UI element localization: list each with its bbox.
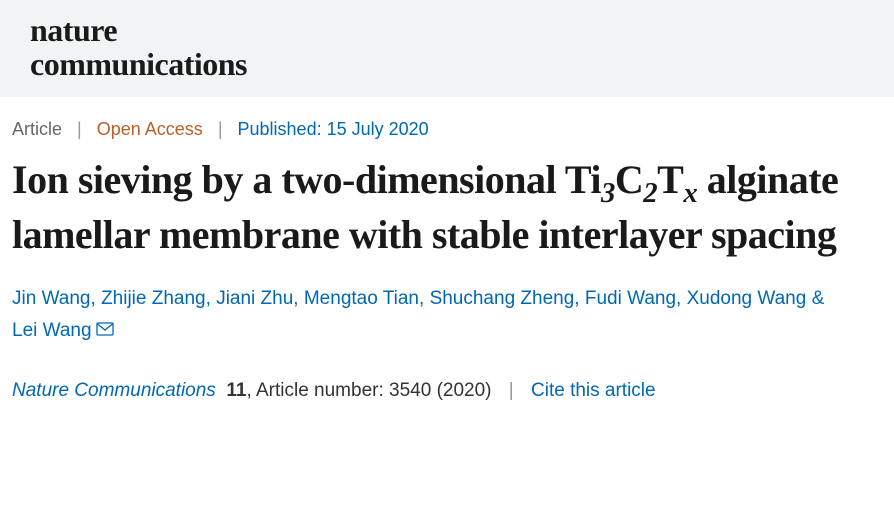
published-date: Published: 15 July 2020 bbox=[238, 119, 429, 139]
citation-volume: 11 bbox=[226, 380, 246, 401]
citation-article-label: , Article number: bbox=[246, 380, 389, 401]
article-type: Article bbox=[12, 119, 62, 139]
article-meta: Article | Open Access | Published: 15 Ju… bbox=[0, 97, 894, 148]
mail-icon[interactable] bbox=[96, 315, 114, 347]
author-link[interactable]: Xudong Wang bbox=[687, 288, 807, 309]
journal-logo[interactable]: nature communications bbox=[30, 14, 864, 81]
journal-name-line1: nature bbox=[30, 14, 864, 48]
author-link[interactable]: Jiani Zhu bbox=[216, 288, 293, 309]
authors-list: Jin Wang, Zhijie Zhang, Jiani Zhu, Mengt… bbox=[0, 277, 894, 352]
open-access-label[interactable]: Open Access bbox=[97, 119, 203, 139]
author-link[interactable]: Mengtao Tian bbox=[304, 288, 419, 309]
meta-separator: | bbox=[218, 119, 223, 139]
cite-article-link[interactable]: Cite this article bbox=[531, 380, 656, 401]
citation-article-number: 3540 (2020) bbox=[389, 380, 491, 401]
journal-name-line2: communications bbox=[30, 48, 864, 82]
author-link[interactable]: Zhijie Zhang bbox=[101, 288, 206, 309]
author-link[interactable]: Fudi Wang bbox=[585, 288, 676, 309]
meta-separator: | bbox=[77, 119, 82, 139]
author-link[interactable]: Shuchang Zheng bbox=[430, 288, 575, 309]
citation-separator: | bbox=[509, 380, 514, 401]
author-link[interactable]: Jin Wang bbox=[12, 288, 91, 309]
article-title: Ion sieving by a two-dimensional Ti3C2Tx… bbox=[0, 148, 894, 277]
journal-header: nature communications bbox=[0, 0, 894, 97]
citation-journal[interactable]: Nature Communications bbox=[12, 380, 216, 401]
citation-line: Nature Communications 11, Article number… bbox=[0, 352, 894, 414]
author-link-corresponding[interactable]: Lei Wang bbox=[12, 320, 114, 341]
